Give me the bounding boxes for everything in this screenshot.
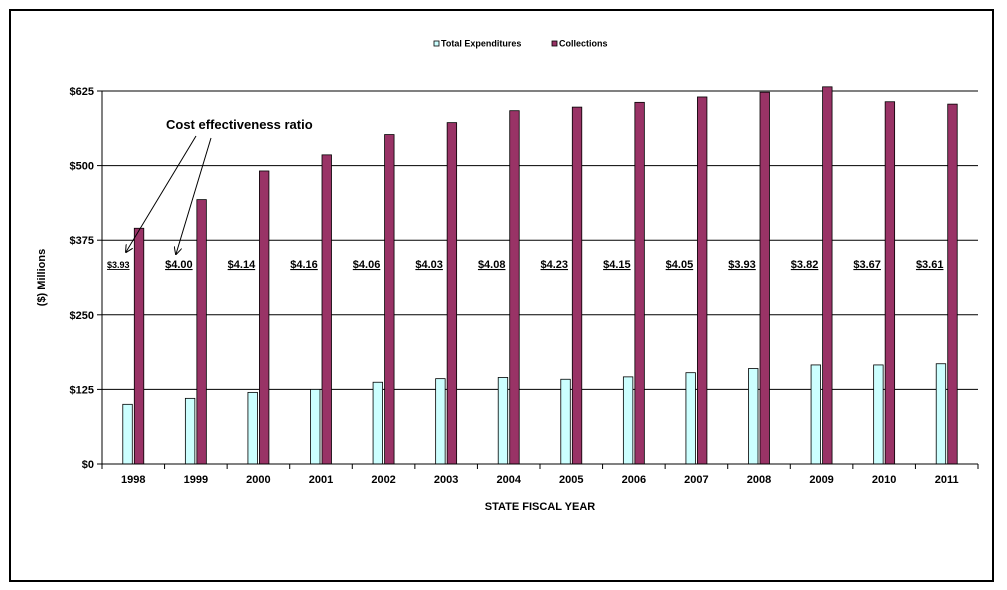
x-tick-label: 2009 [809,474,833,486]
ratio-label: $4.05 [666,259,694,271]
x-tick-label: 2002 [371,474,395,486]
x-axis-title: STATE FISCAL YEAR [485,501,595,513]
expenditure-bar [310,388,321,465]
y-axis-title: ($) Millions [36,249,48,306]
expenditure-bar [622,376,634,465]
ratio-label: $4.16 [290,259,318,271]
y-tick-label: $375 [70,235,94,247]
x-tick-label: 2005 [559,474,583,486]
collections-bar [947,103,958,465]
expenditure-bar [748,368,759,465]
ratio-label: $4.14 [228,259,256,271]
collections-bar [133,227,145,465]
ratio-label: $4.08 [478,259,506,271]
x-tick-label: 2004 [496,474,521,486]
expenditure-bar [810,364,821,465]
gridlines [97,90,978,465]
ratio-label: $4.23 [541,259,569,271]
expenditure-bar [685,372,696,465]
x-tick-labels: 1998 1999 2000 2001 2002 2003 2004 2005 2006 2007… [101,464,979,486]
ratio-label: $4.06 [353,259,381,271]
ratio-labels: $3.93 $4.00 $4.14 $4.16 $4.06 $4.03 $4.08 $4.23… [107,259,943,271]
legend-swatch [433,40,440,47]
ratio-label: $4.15 [603,259,631,271]
bar-chart: $0 $125 $250 $375 $500 $625 1998 1999 2000 2001 2… [36,39,979,513]
collections-bar [196,199,207,465]
x-tick-label: 2006 [622,474,646,486]
expenditure-bar [372,381,383,465]
expenditure-bar [935,363,947,465]
collections-bar [259,170,270,465]
legend-swatch [551,40,558,47]
collections-bar [634,101,645,465]
expenditure-bar [184,397,196,465]
expenditure-bar [497,377,509,465]
chart-frame: $0 $125 $250 $375 $500 $625 1998 1999 2000 2001 2… [9,9,994,582]
axes [101,91,978,465]
expenditure-bar [122,403,133,465]
collections-bar [571,106,583,465]
annotation-arrow [176,137,212,254]
ratio-label: $3.82 [791,259,819,271]
y-tick-label: $125 [70,384,94,396]
expenditure-bar [247,391,258,465]
annotation-text: Cost effectiveness ratio [166,117,313,132]
ratio-label: $3.93 [728,259,756,271]
expenditure-bar [435,378,446,465]
expenditure-bar [560,378,571,465]
collections-bar [321,154,332,465]
collections-bar [509,110,520,465]
y-tick-label: $0 [82,459,94,471]
ratio-label: $3.93 [107,260,130,270]
x-tick-label: 2007 [684,474,708,486]
annotation-arrow [126,135,197,252]
y-tick-label: $250 [70,310,94,322]
x-tick-label: 2008 [747,474,771,486]
x-tick-label: 2001 [309,474,333,486]
collections-bar [446,122,458,465]
ratio-label: $4.03 [415,259,443,271]
collections-bar [384,134,395,465]
x-tick-label: 1999 [184,474,208,486]
collections-bar [822,86,833,465]
legend-label: Collections [559,39,608,49]
y-tick-labels: $0 $125 $250 $375 $500 $625 [70,86,94,471]
x-tick-label: 2000 [246,474,270,486]
collections-bar [884,101,896,465]
y-tick-label: $625 [70,86,94,98]
x-tick-label: 2010 [872,474,896,486]
collections-bar [759,91,770,465]
x-tick-label: 2011 [935,474,959,486]
collections-bar [697,96,708,465]
ratio-label: $3.67 [853,259,881,271]
legend-label: Total Expenditures [441,39,521,49]
x-tick-label: 2003 [434,474,458,486]
ratio-label: $4.00 [165,259,193,271]
legend: Total Expenditures Collections [433,39,608,49]
x-tick-label: 1998 [121,474,145,486]
expenditure-bar [873,364,884,465]
annotation: Cost effectiveness ratio [126,117,313,254]
bars [122,86,958,465]
y-tick-label: $500 [70,161,94,173]
ratio-label: $3.61 [916,259,944,271]
